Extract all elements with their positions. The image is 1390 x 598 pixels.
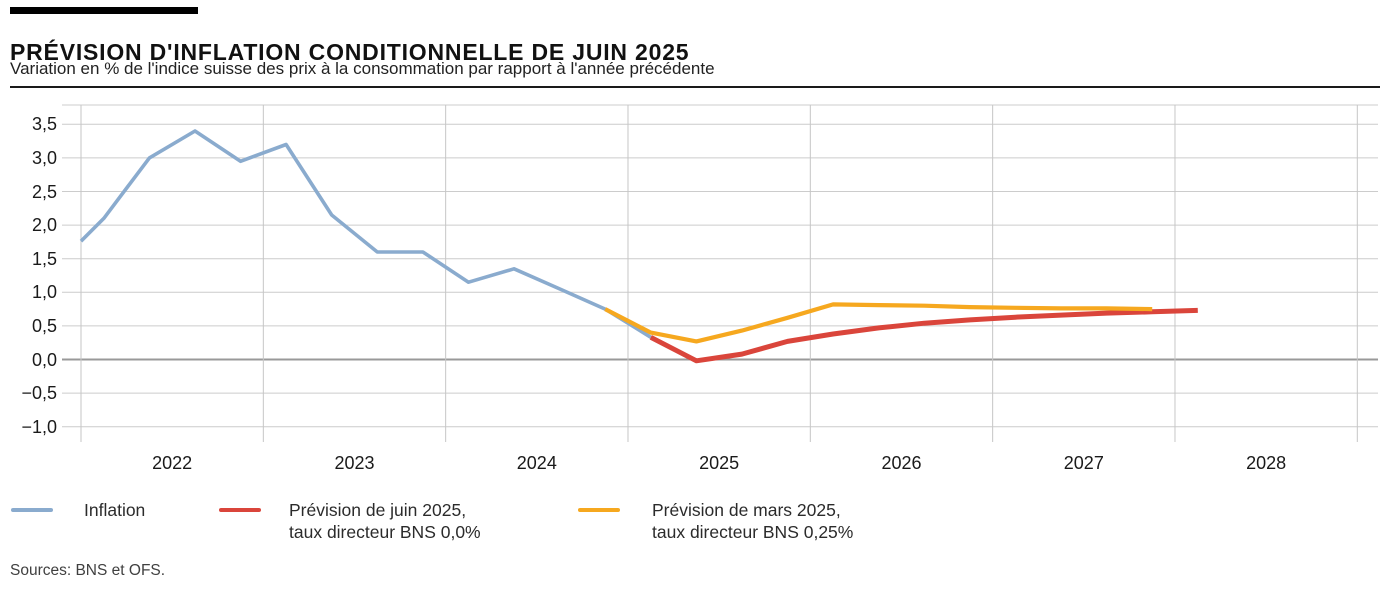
y-tick-label: 2,5	[31, 181, 57, 202]
chart-subtitle: Variation en % de l'indice suisse des pr…	[10, 59, 715, 78]
legend-label-inflation: Inflation	[84, 500, 146, 520]
header-accent-bar	[10, 7, 198, 14]
legend-line-march-forecast	[578, 508, 620, 512]
y-tick-label: 0,0	[31, 349, 57, 370]
y-tick-label: −1,0	[21, 416, 57, 437]
x-tick-label: 2026	[881, 453, 922, 473]
x-tick-label: 2024	[516, 453, 557, 473]
series-line-inflation	[79, 129, 652, 339]
legend-line-inflation	[11, 508, 53, 512]
y-tick-label: −0,5	[21, 383, 57, 404]
series-line-prevision-juin-2025	[649, 307, 1198, 364]
header-divider	[10, 86, 1380, 88]
y-tick-label: 1,0	[31, 282, 57, 303]
x-tick-label: 2027	[1063, 453, 1104, 473]
sources-note: Sources: BNS et OFS.	[10, 562, 166, 579]
legend-label-march-forecast: Prévision de mars 2025, taux directeur B…	[652, 500, 854, 542]
y-tick-label: 3,5	[31, 114, 57, 135]
page-title: PRÉVISION D'INFLATION CONDITIONNELLE DE …	[10, 39, 690, 66]
y-tick-label: 1,5	[31, 248, 57, 269]
legend-label-june-forecast: Prévision de juin 2025, taux directeur B…	[289, 500, 481, 542]
x-tick-label: 2022	[152, 453, 193, 473]
x-tick-label: 2023	[334, 453, 375, 473]
x-tick-label: 2025	[699, 453, 740, 473]
y-tick-label: 2,0	[31, 215, 57, 236]
y-tick-label: 3,0	[31, 147, 57, 168]
x-tick-label: 2028	[1246, 453, 1287, 473]
series-line-prevision-mars-2025	[604, 302, 1153, 344]
y-tick-label: 0,5	[31, 315, 57, 336]
legend-line-june-forecast	[219, 508, 261, 512]
